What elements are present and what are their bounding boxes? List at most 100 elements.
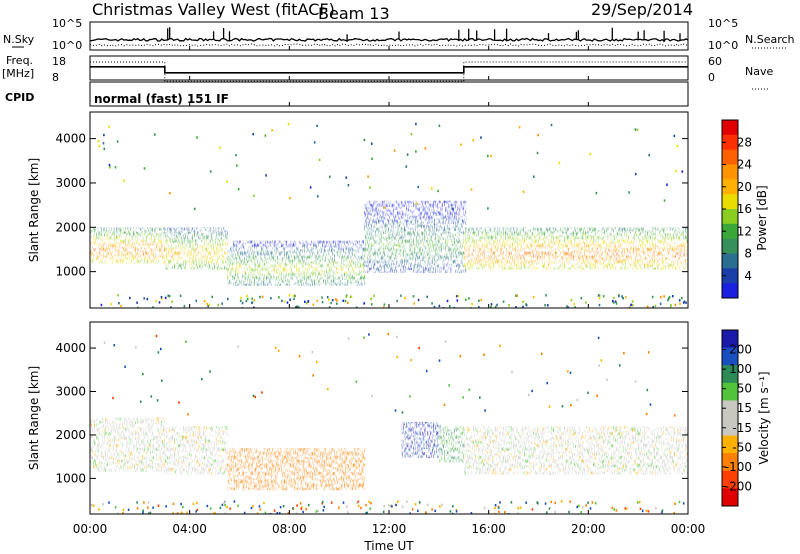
heat-cell bbox=[439, 215, 443, 219]
heat-cell bbox=[269, 487, 273, 491]
heat-cell bbox=[511, 233, 515, 237]
heat-cell bbox=[466, 254, 470, 258]
heat-cell bbox=[523, 432, 527, 436]
heat-cell bbox=[341, 484, 345, 488]
heat-cell bbox=[382, 254, 386, 258]
heat-cell bbox=[463, 209, 467, 213]
heat-cell bbox=[415, 245, 419, 249]
heat-cell bbox=[409, 233, 413, 237]
heat-cell bbox=[441, 438, 445, 442]
heat-cell bbox=[114, 444, 118, 448]
heat-cell bbox=[141, 426, 145, 430]
heat-cell bbox=[589, 266, 593, 270]
heat-cell bbox=[472, 429, 476, 433]
heat-cell bbox=[601, 251, 605, 255]
heat-cell bbox=[427, 260, 431, 264]
heat-cell bbox=[215, 236, 219, 240]
heat-cell bbox=[164, 263, 168, 267]
heat-cell bbox=[454, 215, 458, 219]
heat-cell bbox=[376, 221, 380, 225]
noise-dot bbox=[490, 305, 492, 308]
heat-cell bbox=[445, 245, 449, 249]
heat-cell bbox=[356, 487, 360, 491]
heat-cell bbox=[559, 254, 563, 258]
heat-cell bbox=[185, 429, 189, 433]
heat-cell bbox=[438, 438, 442, 442]
heat-cell bbox=[263, 466, 267, 470]
heat-cell bbox=[150, 435, 154, 439]
heat-cell bbox=[188, 450, 192, 454]
heat-cell bbox=[215, 471, 219, 475]
heat-cell bbox=[188, 242, 192, 246]
heat-cell bbox=[332, 261, 336, 265]
heat-cell bbox=[176, 453, 180, 457]
noise-dot bbox=[668, 297, 670, 300]
heat-cell bbox=[233, 469, 237, 473]
heat-cell bbox=[592, 242, 596, 246]
heat-cell bbox=[517, 453, 521, 457]
heat-cell bbox=[439, 227, 443, 231]
heat-cell bbox=[156, 438, 160, 442]
heat-cell bbox=[164, 441, 168, 445]
heat-cell bbox=[459, 450, 463, 454]
heat-cell bbox=[129, 453, 133, 457]
heat-cell bbox=[469, 260, 473, 264]
heat-cell bbox=[418, 233, 422, 237]
heat-cell bbox=[170, 435, 174, 439]
heat-cell bbox=[99, 260, 103, 264]
heat-cell bbox=[263, 451, 267, 455]
heat-cell bbox=[269, 484, 273, 488]
heat-cell bbox=[251, 469, 255, 473]
heat-cell bbox=[541, 257, 545, 261]
heat-cell bbox=[481, 465, 485, 469]
heat-cell bbox=[541, 239, 545, 243]
heat-cell bbox=[167, 263, 171, 267]
heat-cell bbox=[126, 236, 130, 240]
heat-cell bbox=[150, 456, 154, 460]
heat-cell bbox=[308, 276, 312, 280]
heat-cell bbox=[341, 249, 345, 253]
heat-cell bbox=[144, 248, 148, 252]
heat-cell bbox=[553, 227, 557, 231]
heat-cell bbox=[248, 457, 252, 461]
heat-cell bbox=[200, 438, 204, 442]
heat-cell bbox=[167, 462, 171, 466]
heat-cell bbox=[424, 224, 428, 228]
noise-dot bbox=[295, 306, 297, 308]
heat-cell bbox=[613, 245, 617, 249]
heat-cell bbox=[535, 263, 539, 267]
heat-cell bbox=[185, 465, 189, 469]
heat-cell bbox=[523, 447, 527, 451]
heat-cell bbox=[550, 435, 554, 439]
heat-cell bbox=[619, 248, 623, 252]
heat-cell bbox=[466, 471, 470, 475]
heat-cell bbox=[99, 447, 103, 451]
heat-cell bbox=[308, 267, 312, 271]
noise-dot bbox=[426, 295, 428, 299]
heat-cell bbox=[141, 257, 145, 261]
heat-cell bbox=[529, 239, 533, 243]
heat-cell bbox=[176, 251, 180, 255]
heat-cell bbox=[568, 227, 572, 231]
heat-cell bbox=[448, 257, 452, 261]
heat-cell bbox=[108, 227, 112, 231]
heat-cell bbox=[248, 252, 252, 256]
heat-cell bbox=[586, 239, 590, 243]
heat-cell bbox=[314, 246, 318, 250]
heat-cell bbox=[550, 260, 554, 264]
heat-cell bbox=[257, 240, 261, 244]
heat-cell bbox=[469, 242, 473, 246]
heat-cell bbox=[275, 466, 279, 470]
heat-cell bbox=[667, 233, 671, 237]
heat-cell bbox=[254, 246, 258, 250]
heat-cell bbox=[326, 448, 330, 452]
heat-cell bbox=[132, 248, 136, 252]
heat-cell bbox=[490, 242, 494, 246]
heat-cell bbox=[442, 221, 446, 225]
heat-cell bbox=[296, 264, 300, 268]
heat-cell bbox=[475, 444, 479, 448]
heat-cell bbox=[646, 263, 650, 267]
heat-cell bbox=[433, 218, 437, 222]
heat-cell bbox=[302, 469, 306, 473]
heat-cell bbox=[326, 240, 330, 244]
